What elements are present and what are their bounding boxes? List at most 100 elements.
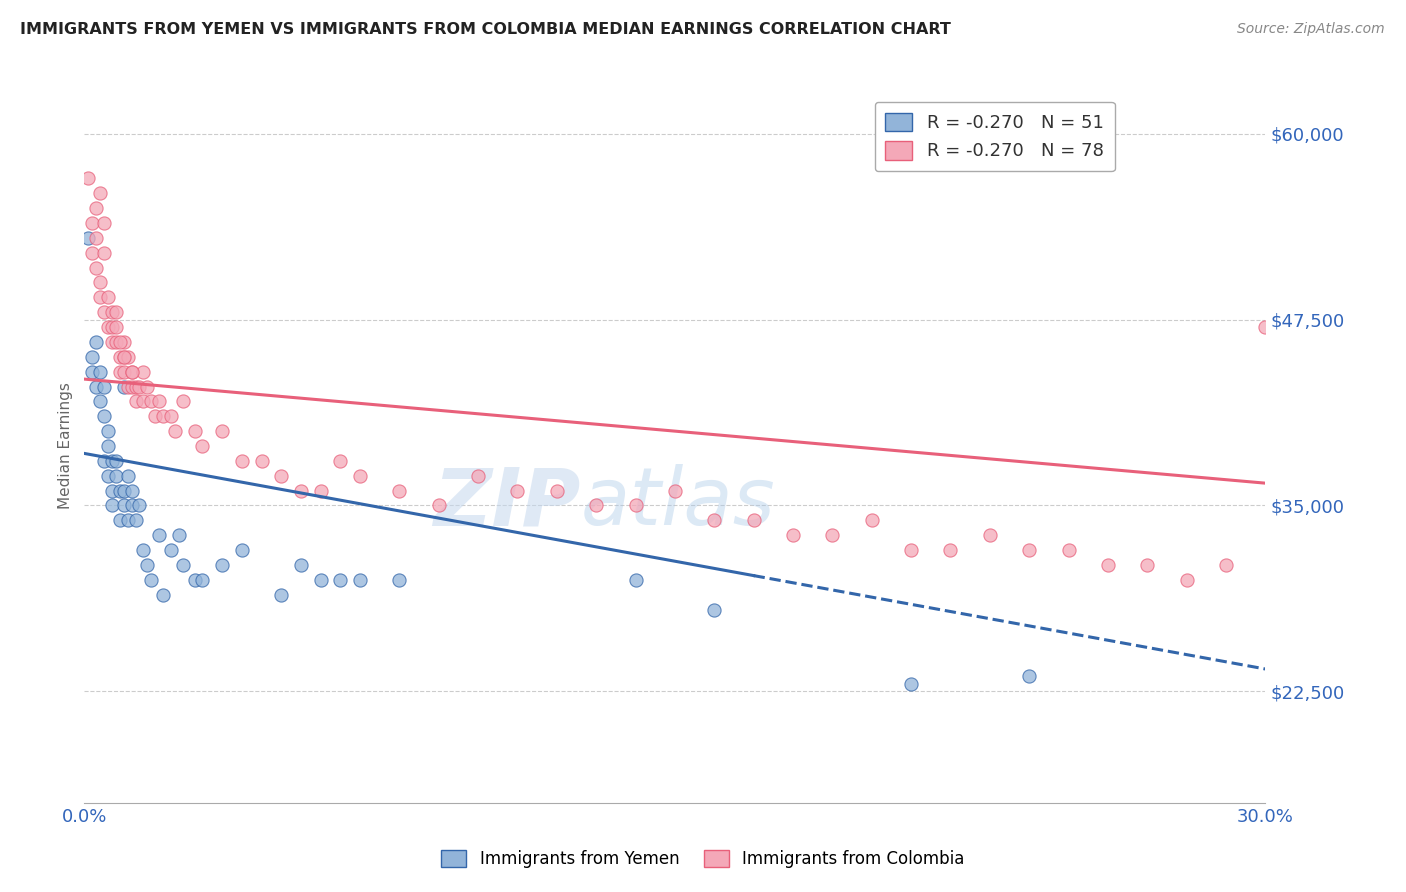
Point [231,454,253,468]
Point [211,424,233,438]
Point [108,513,131,527]
Point [101,334,124,349]
Point [108,350,131,364]
Y-axis label: Median Earnings: Median Earnings [58,383,73,509]
Point [117,513,139,527]
Point [860,513,883,527]
Point [82,350,104,364]
Point [143,409,166,424]
Point [112,365,135,379]
Point [93,305,115,319]
Point [82,365,104,379]
Point [93,379,115,393]
Point [121,379,143,393]
Point [141,394,163,409]
Point [309,573,332,587]
Point [703,602,725,616]
Text: IMMIGRANTS FROM YEMEN VS IMMIGRANTS FROM COLOMBIA MEDIAN EARNINGS CORRELATION CH: IMMIGRANTS FROM YEMEN VS IMMIGRANTS FROM… [20,22,950,37]
Point [112,499,135,513]
Point [104,320,127,334]
Point [290,483,312,498]
Point [163,424,186,438]
Point [84,379,107,393]
Point [89,290,111,304]
Point [979,528,1001,542]
Point [117,379,139,393]
Point [84,334,107,349]
Point [84,231,107,245]
Point [900,543,922,558]
Point [124,513,146,527]
Point [101,320,124,334]
Point [93,216,115,230]
Legend: Immigrants from Yemen, Immigrants from Colombia: Immigrants from Yemen, Immigrants from C… [434,843,972,875]
Point [97,290,120,304]
Point [141,573,163,587]
Point [388,483,411,498]
Point [172,394,194,409]
Point [82,245,104,260]
Point [108,365,131,379]
Point [108,483,131,498]
Point [183,573,205,587]
Point [939,543,962,558]
Point [742,513,765,527]
Point [250,454,273,468]
Point [93,409,115,424]
Point [104,454,127,468]
Point [97,468,120,483]
Point [703,513,725,527]
Point [349,573,371,587]
Point [121,483,143,498]
Point [664,483,686,498]
Point [121,499,143,513]
Point [112,350,135,364]
Point [97,320,120,334]
Point [117,468,139,483]
Point [97,424,120,438]
Point [89,276,111,290]
Point [821,528,844,542]
Point [160,409,183,424]
Point [1018,543,1040,558]
Text: Source: ZipAtlas.com: Source: ZipAtlas.com [1237,22,1385,37]
Point [112,334,135,349]
Point [117,350,139,364]
Point [136,379,159,393]
Point [329,573,352,587]
Point [152,409,174,424]
Point [349,468,371,483]
Point [132,394,155,409]
Point [172,558,194,572]
Point [132,543,155,558]
Point [84,201,107,215]
Point [101,483,124,498]
Point [101,305,124,319]
Point [427,499,450,513]
Point [93,245,115,260]
Point [467,468,489,483]
Point [112,483,135,498]
Point [112,350,135,364]
Point [900,677,922,691]
Point [506,483,529,498]
Point [148,394,170,409]
Text: atlas: atlas [581,464,775,542]
Point [136,558,159,572]
Point [104,305,127,319]
Point [132,365,155,379]
Point [231,543,253,558]
Point [388,573,411,587]
Point [1057,543,1080,558]
Point [121,365,143,379]
Point [1254,320,1277,334]
Point [1215,558,1237,572]
Point [1175,573,1198,587]
Point [97,439,120,453]
Point [148,528,170,542]
Point [329,454,352,468]
Point [124,379,146,393]
Point [89,365,111,379]
Point [1097,558,1119,572]
Point [124,394,146,409]
